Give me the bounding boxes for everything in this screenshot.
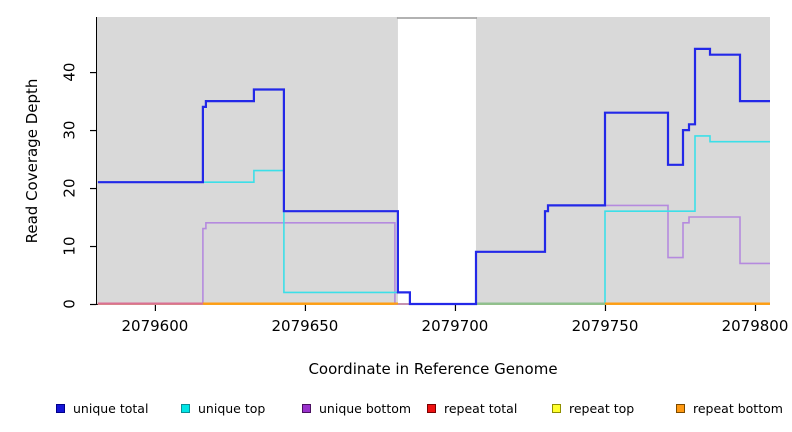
repeat-bottom-swatch-icon bbox=[676, 403, 685, 413]
x-tick-label: 2079800 bbox=[722, 317, 789, 335]
repeat-top-swatch-icon bbox=[552, 403, 561, 413]
y-tick-label: 40 bbox=[61, 63, 79, 82]
legend-item-repeat-bottom: repeat bottom bbox=[676, 399, 783, 417]
unique-bottom-swatch-icon bbox=[302, 403, 311, 413]
x-axis-title: Coordinate in Reference Genome bbox=[308, 360, 558, 378]
legend-item-repeat-total: repeat total bbox=[427, 399, 517, 417]
legend-item-repeat-top: repeat top bbox=[552, 399, 634, 417]
unique-top-swatch-icon bbox=[181, 403, 190, 413]
x-tick-label: 2079750 bbox=[572, 317, 639, 335]
y-axis-title: Read Coverage Depth bbox=[23, 78, 41, 244]
y-tick-label: 30 bbox=[61, 121, 79, 140]
plot-background bbox=[97, 17, 770, 304]
y-tick-label: 20 bbox=[61, 178, 79, 197]
legend-item-unique-bottom: unique bottom bbox=[302, 399, 411, 417]
legend-label: repeat total bbox=[444, 400, 518, 416]
axes: 0 10 20 30 40 2079600 2079650 2079700 2079750 207… bbox=[61, 17, 789, 335]
x-tick-label: 2079600 bbox=[122, 317, 189, 335]
legend-label: unique bottom bbox=[319, 400, 412, 416]
x-tick-label: 2079650 bbox=[272, 317, 339, 335]
legend: unique total unique top unique bottom repea… bbox=[0, 399, 792, 421]
y-tick-label: 0 bbox=[61, 299, 79, 309]
legend-label: repeat bottom bbox=[693, 400, 783, 416]
repeat-total-swatch-icon bbox=[427, 403, 436, 413]
unique-total-swatch-icon bbox=[56, 403, 65, 413]
legend-item-unique-top: unique top bbox=[181, 399, 265, 417]
legend-label: repeat top bbox=[569, 400, 635, 416]
legend-label: unique top bbox=[198, 400, 266, 416]
y-tick-label: 10 bbox=[61, 236, 79, 255]
legend-label: unique total bbox=[73, 400, 149, 416]
legend-item-unique-total: unique total bbox=[56, 399, 148, 417]
x-tick-label: 2079700 bbox=[422, 317, 489, 335]
series-unique-total bbox=[97, 47, 770, 306]
